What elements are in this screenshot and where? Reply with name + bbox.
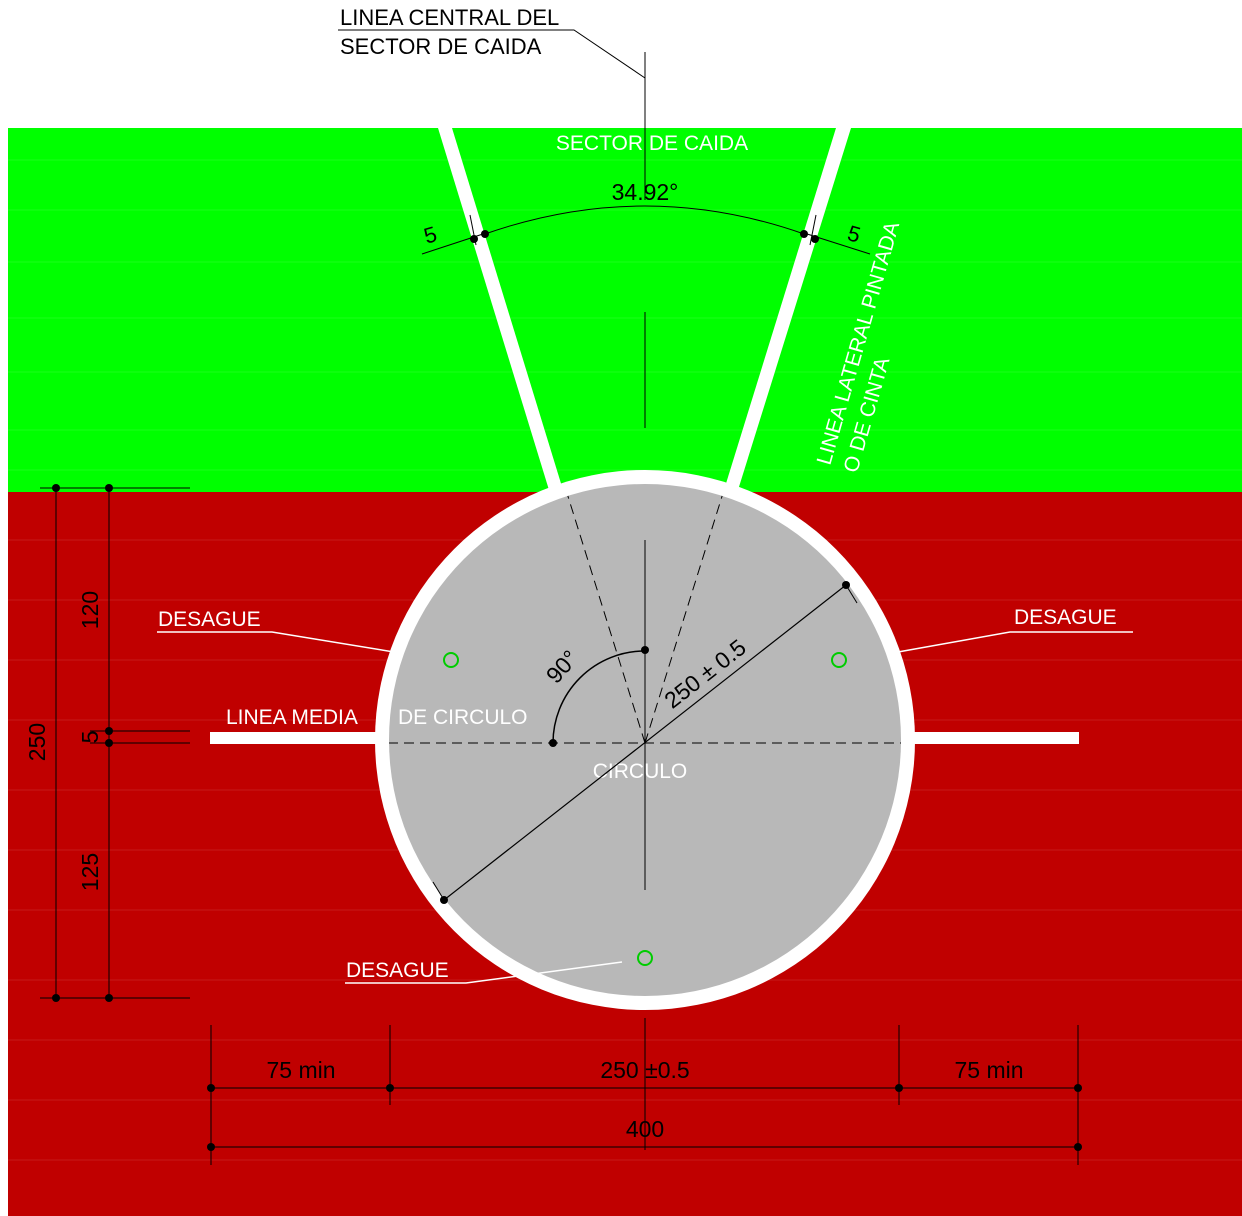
drain-right-label: DESAGUE [1014,606,1117,629]
diameter-end-dot [842,581,850,589]
dimension-dot [207,1084,215,1092]
dimension-dot [105,739,113,747]
bottom-right-label: 75 min [954,1057,1023,1083]
diameter-end-dot [440,896,448,904]
drain-bottom-label: DESAGUE [346,959,449,982]
sector-arc-dot [811,235,819,243]
dimension-dot [105,994,113,1002]
right-angle-dot [641,646,649,654]
drain-left [443,652,459,668]
landing-area-green [8,128,1242,492]
bottom-dimension-lines [210,1025,1079,1165]
drain-leaders [157,631,1133,984]
dimension-dot [1074,1084,1082,1092]
dimension-dot [105,484,113,492]
bottom-total-label: 400 [626,1116,664,1142]
midline-left-bar [210,732,388,744]
circle-label: CIRCULO [593,760,688,783]
left-lower-label: 125 [77,853,103,891]
dimension-dot [52,994,60,1002]
dimension-dot [207,1143,215,1151]
dimension-dot [386,1084,394,1092]
sector-angle-label: 34.92° [612,179,679,205]
sector-line-left [438,128,563,490]
centerline-callout-leader [338,29,646,79]
left-middle-label: 5 [77,731,103,744]
drain-left-label: DESAGUE [158,608,261,631]
dimension-dot [1074,1143,1082,1151]
right-angle-dot [549,739,557,747]
bottom-left-label: 75 min [266,1057,335,1083]
drain-bottom [637,950,653,966]
centerline-callout-line2: SECTOR DE CAIDA [340,34,542,59]
sector-label: SECTOR DE CAIDA [556,132,748,155]
left-upper-label: 120 [77,591,103,629]
dimension-dot [105,727,113,735]
right-angle-arc [552,650,646,744]
bottom-center-label: 250 ±0.5 [600,1057,689,1083]
sector-arc-dot [481,230,489,238]
sector-arc-dot [800,230,808,238]
midline-label-right: DE CIRCULO [398,706,528,729]
sector-arc-dot [470,235,478,243]
diameter-line [443,584,847,901]
midline-right-bar [902,732,1079,744]
dimension-dot [52,484,60,492]
centerline-callout-line1: LINEA CENTRAL DEL [340,5,559,30]
left-total-label: 250 [24,723,50,761]
drain-right [831,652,847,668]
midline-label-left: LINEA MEDIA [226,706,358,729]
dimension-dot [895,1084,903,1092]
sector-line-right [724,128,851,490]
